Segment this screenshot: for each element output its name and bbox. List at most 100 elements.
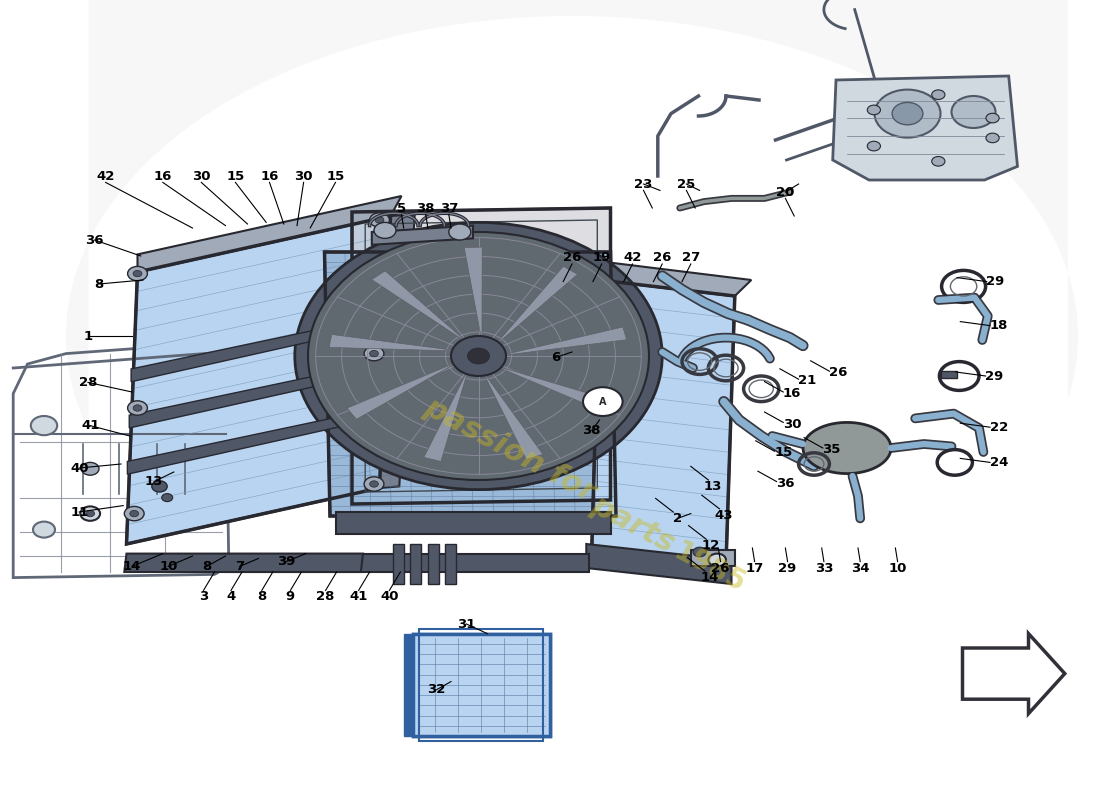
Text: 15: 15 bbox=[327, 170, 344, 182]
Circle shape bbox=[468, 348, 490, 364]
Text: 40: 40 bbox=[381, 590, 398, 602]
Circle shape bbox=[130, 510, 139, 517]
Text: 27: 27 bbox=[682, 251, 700, 264]
Polygon shape bbox=[128, 407, 385, 474]
Text: 41: 41 bbox=[81, 419, 99, 432]
Circle shape bbox=[81, 462, 99, 475]
Text: 36: 36 bbox=[86, 234, 103, 246]
Text: passion: passion bbox=[419, 392, 549, 480]
Text: 15: 15 bbox=[227, 170, 244, 182]
Text: 14: 14 bbox=[701, 571, 718, 584]
Text: 42: 42 bbox=[624, 251, 641, 264]
Circle shape bbox=[33, 522, 55, 538]
Circle shape bbox=[124, 506, 144, 521]
Bar bbox=[428, 544, 439, 584]
Circle shape bbox=[370, 213, 389, 227]
Polygon shape bbox=[404, 634, 411, 736]
Text: 5: 5 bbox=[397, 202, 406, 214]
Text: 41: 41 bbox=[350, 590, 367, 602]
Text: 26: 26 bbox=[653, 251, 671, 264]
Polygon shape bbox=[412, 634, 550, 736]
Bar bbox=[691, 550, 735, 566]
Text: 34: 34 bbox=[851, 562, 869, 574]
Circle shape bbox=[128, 401, 147, 415]
Polygon shape bbox=[131, 314, 388, 382]
Circle shape bbox=[133, 270, 142, 277]
Text: 26: 26 bbox=[712, 562, 729, 574]
Circle shape bbox=[308, 232, 649, 480]
Text: 18: 18 bbox=[990, 319, 1008, 332]
Polygon shape bbox=[424, 369, 469, 462]
Circle shape bbox=[986, 114, 999, 123]
Polygon shape bbox=[412, 634, 550, 736]
Circle shape bbox=[295, 222, 662, 490]
Text: 8: 8 bbox=[202, 560, 211, 573]
Polygon shape bbox=[226, 554, 588, 572]
Text: 43: 43 bbox=[715, 509, 733, 522]
Text: 30: 30 bbox=[783, 418, 801, 430]
Polygon shape bbox=[833, 76, 1018, 180]
Polygon shape bbox=[329, 334, 460, 351]
Circle shape bbox=[952, 96, 996, 128]
Text: 6: 6 bbox=[551, 351, 560, 364]
Text: 19: 19 bbox=[593, 251, 611, 264]
Text: 1985: 1985 bbox=[669, 538, 750, 598]
Text: 20: 20 bbox=[777, 186, 794, 198]
Text: 37: 37 bbox=[440, 202, 458, 214]
Polygon shape bbox=[600, 262, 751, 296]
Circle shape bbox=[708, 554, 726, 566]
Circle shape bbox=[31, 416, 57, 435]
Text: 7: 7 bbox=[235, 560, 244, 573]
Polygon shape bbox=[324, 252, 616, 516]
Bar bbox=[940, 371, 957, 378]
Text: 14: 14 bbox=[123, 560, 141, 573]
Bar bbox=[410, 544, 421, 584]
Circle shape bbox=[162, 494, 173, 502]
Text: 31: 31 bbox=[458, 618, 475, 630]
Text: for: for bbox=[543, 460, 601, 508]
Text: 13: 13 bbox=[704, 480, 722, 493]
Polygon shape bbox=[124, 554, 363, 572]
Circle shape bbox=[874, 90, 940, 138]
Text: 42: 42 bbox=[97, 170, 114, 182]
Circle shape bbox=[370, 350, 378, 357]
Text: 15: 15 bbox=[774, 446, 792, 459]
Text: 16: 16 bbox=[154, 170, 172, 182]
Text: 38: 38 bbox=[583, 424, 601, 437]
Circle shape bbox=[451, 336, 506, 376]
Text: 1: 1 bbox=[84, 330, 92, 342]
Circle shape bbox=[986, 133, 999, 142]
Polygon shape bbox=[586, 544, 732, 584]
Text: 32: 32 bbox=[428, 683, 446, 696]
Circle shape bbox=[932, 90, 945, 99]
Polygon shape bbox=[498, 327, 627, 356]
Polygon shape bbox=[379, 214, 415, 488]
Text: 9: 9 bbox=[286, 590, 295, 602]
Circle shape bbox=[128, 266, 147, 281]
Text: 17: 17 bbox=[746, 562, 763, 574]
Text: 28: 28 bbox=[79, 376, 97, 389]
Polygon shape bbox=[352, 208, 610, 504]
Polygon shape bbox=[494, 266, 578, 346]
Text: 25: 25 bbox=[678, 178, 695, 190]
Text: 35: 35 bbox=[823, 443, 840, 456]
Polygon shape bbox=[803, 422, 891, 474]
Bar bbox=[446, 544, 456, 584]
Polygon shape bbox=[130, 361, 387, 428]
Text: 11: 11 bbox=[70, 506, 88, 518]
Circle shape bbox=[693, 547, 706, 557]
Text: 29: 29 bbox=[987, 275, 1004, 288]
Text: 36: 36 bbox=[777, 477, 794, 490]
Text: 28: 28 bbox=[317, 590, 334, 602]
Text: A: A bbox=[600, 397, 606, 406]
Text: 29: 29 bbox=[986, 370, 1003, 382]
Text: 23: 23 bbox=[635, 178, 652, 190]
Text: 39: 39 bbox=[277, 555, 295, 568]
Text: parts: parts bbox=[586, 490, 679, 558]
Circle shape bbox=[583, 387, 623, 416]
Polygon shape bbox=[592, 280, 735, 564]
Bar bbox=[393, 544, 404, 584]
Text: 13: 13 bbox=[145, 475, 163, 488]
Circle shape bbox=[133, 405, 142, 411]
Text: 29: 29 bbox=[779, 562, 796, 574]
